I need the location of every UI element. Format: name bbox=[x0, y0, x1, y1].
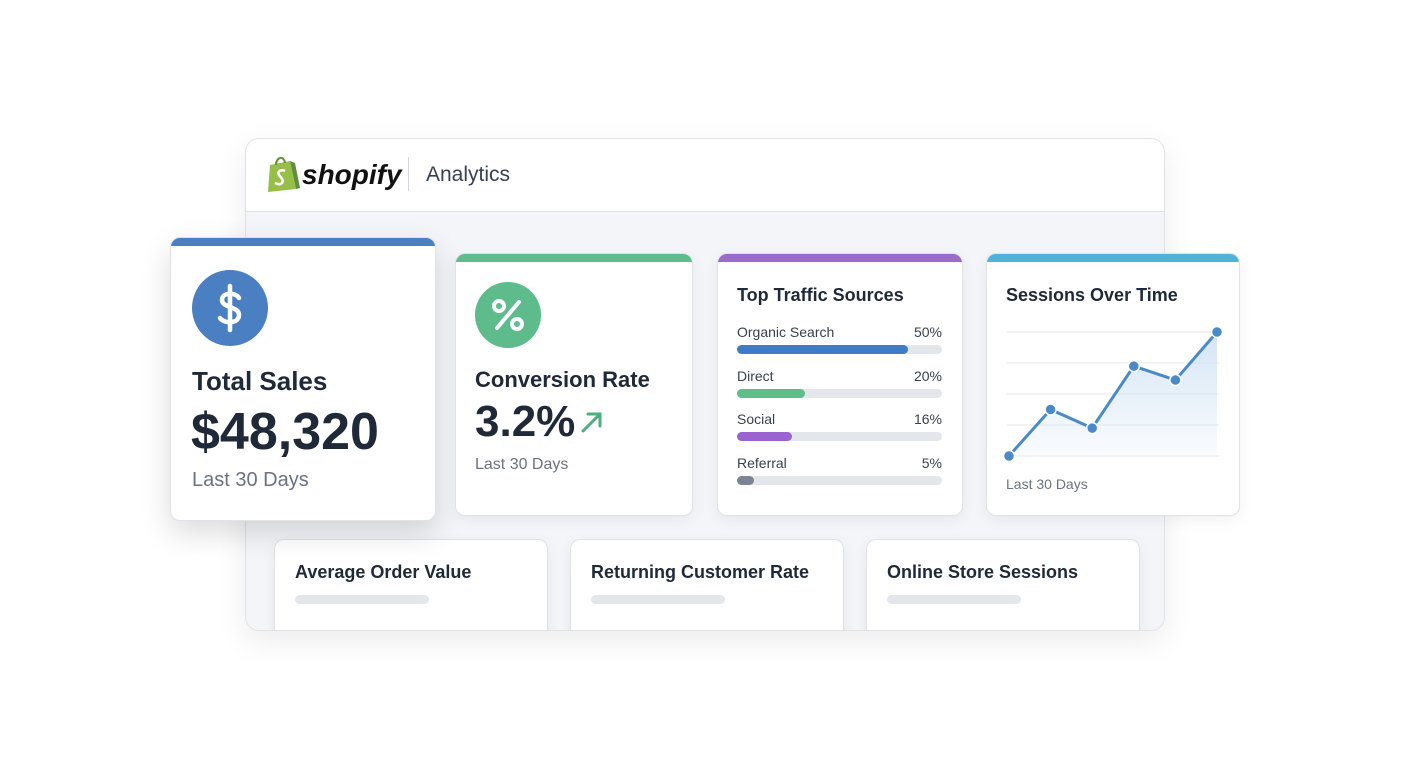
dollar-icon bbox=[192, 270, 268, 346]
trend-arrow bbox=[581, 412, 602, 433]
source-value: 50% bbox=[913, 324, 942, 340]
period: Last 30 Days bbox=[192, 469, 309, 491]
point bbox=[1210, 325, 1224, 339]
source-name: Referral bbox=[737, 454, 787, 471]
source-name: Social bbox=[737, 411, 776, 427]
source-value: 16% bbox=[913, 411, 942, 427]
card-title: Online Store Sessions bbox=[887, 562, 1079, 582]
card-title: Total Sales bbox=[192, 366, 328, 396]
point bbox=[1085, 421, 1099, 435]
card-title: Sessions Over Time bbox=[1006, 285, 1178, 305]
bar-track bbox=[737, 432, 942, 441]
period: Last 30 Days bbox=[1006, 476, 1088, 492]
sessions-card: Sessions Over Time Last 30 Days bbox=[986, 253, 1240, 516]
bar bbox=[737, 432, 792, 441]
shape bbox=[274, 168, 286, 186]
card-strip bbox=[987, 254, 1239, 262]
line-chart bbox=[1002, 325, 1224, 463]
kpi-card: Online Store Sessions bbox=[866, 539, 1140, 630]
source-value: 20% bbox=[913, 367, 942, 384]
shape bbox=[290, 161, 300, 189]
placeholder bbox=[887, 595, 1021, 604]
card-strip bbox=[456, 254, 692, 262]
kpi-card: Average Order Value bbox=[274, 539, 548, 630]
area bbox=[1009, 332, 1217, 456]
total-sales-card: Total Sales $48,320 Last 30 Days bbox=[170, 237, 436, 521]
card-title: Returning Customer Rate bbox=[591, 562, 810, 582]
bar-track bbox=[737, 475, 942, 485]
shape bbox=[495, 300, 521, 330]
period: Last 30 Days bbox=[475, 456, 569, 473]
card-title: Conversion Rate bbox=[475, 367, 650, 392]
shape bbox=[492, 299, 506, 313]
bar bbox=[737, 345, 908, 354]
brand: shopify bbox=[302, 159, 402, 190]
point bbox=[1044, 403, 1057, 416]
source-name: Direct bbox=[737, 367, 774, 384]
line bbox=[1007, 331, 1219, 458]
kpi-value: 3.2% bbox=[475, 397, 576, 446]
point bbox=[1127, 359, 1141, 373]
bar-track bbox=[737, 388, 942, 398]
header: shopify Analytics bbox=[246, 139, 1164, 212]
source-name: Organic Search bbox=[737, 324, 835, 340]
source-value: 5% bbox=[921, 454, 942, 471]
card-strip bbox=[171, 238, 435, 246]
card-title: Average Order Value bbox=[295, 562, 472, 582]
bar bbox=[737, 475, 755, 485]
traffic-card: Top Traffic Sources Organic Search 50% Dir… bbox=[717, 253, 963, 516]
kpi-value: $48,320 bbox=[191, 403, 379, 461]
point bbox=[1169, 373, 1182, 387]
shape bbox=[581, 412, 602, 433]
placeholder bbox=[591, 595, 725, 604]
point bbox=[1002, 449, 1016, 463]
section-title: Analytics bbox=[426, 163, 511, 186]
divider bbox=[408, 157, 409, 191]
placeholder bbox=[295, 595, 429, 604]
card-title: Top Traffic Sources bbox=[737, 285, 904, 305]
card-strip bbox=[718, 254, 962, 262]
kpi-card: Returning Customer Rate bbox=[570, 539, 844, 630]
shape bbox=[510, 317, 524, 331]
shopify-logo bbox=[268, 157, 300, 192]
bar bbox=[737, 388, 806, 398]
conversion-card: Conversion Rate 3.2% Last 30 Days bbox=[455, 253, 693, 516]
percent-icon bbox=[475, 282, 541, 348]
shape bbox=[275, 157, 286, 166]
